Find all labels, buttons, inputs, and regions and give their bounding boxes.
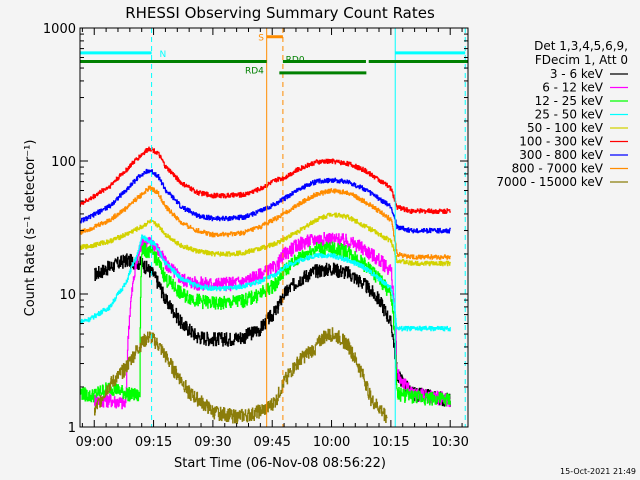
legend-header-line-2: FDecim 1, Att 0 — [535, 53, 628, 67]
y-tick-label: 1 — [68, 421, 76, 436]
plot-area: N S RD4 RD0 09:00 09:15 09:30 09:45 10:00 10:15 1… — [43, 22, 469, 450]
x-tick-label: 09:45 — [253, 435, 290, 450]
x-tick-label: 10:15 — [372, 435, 409, 450]
series-layer — [80, 146, 451, 424]
series-line — [80, 146, 451, 215]
legend-entry-label: 25 - 50 keV — [535, 108, 604, 122]
bar-annotation: RD0 — [286, 55, 305, 65]
series-line — [80, 234, 451, 332]
tick-layer: 09:00 09:15 09:30 09:45 10:00 10:15 10:30 1 10 10… — [43, 22, 469, 450]
series-line — [80, 168, 451, 234]
legend-entry-label: 800 - 7000 keV — [512, 162, 604, 176]
series-line — [94, 327, 388, 424]
legend-entry-label: 300 - 800 keV — [519, 148, 603, 162]
plot-frame — [79, 27, 469, 428]
legend: Det 1,3,4,5,6,9, FDecim 1, Att 0 3 - 6 k… — [496, 39, 628, 189]
bar-annotation: N — [159, 50, 166, 60]
series-line — [94, 253, 451, 407]
y-tick-label: 1000 — [43, 22, 76, 37]
y-axis-label: Count Rate (s⁻¹ detector⁻¹) — [23, 140, 38, 317]
x-tick-label: 10:00 — [313, 435, 350, 450]
y-tick-label: 10 — [59, 288, 76, 303]
x-tick-label: 09:15 — [135, 435, 172, 450]
event-layer — [151, 28, 466, 427]
series-line — [80, 241, 451, 407]
series-line — [80, 212, 451, 267]
legend-entry-label: 100 - 300 keV — [519, 135, 603, 149]
y-tick-label: 100 — [51, 155, 76, 170]
legend-entry-label: 7000 - 15000 keV — [496, 175, 603, 189]
x-tick-label: 10:30 — [431, 435, 468, 450]
chart-title: RHESSI Observing Summary Count Rates — [125, 4, 435, 22]
x-tick-label: 09:00 — [76, 435, 113, 450]
generation-timestamp: 15-Oct-2021 21:49 — [560, 467, 636, 476]
legend-entry-label: 50 - 100 keV — [527, 121, 604, 135]
series-line — [80, 185, 451, 260]
legend-entry-label: 12 - 25 keV — [535, 94, 604, 108]
x-tick-label: 09:30 — [194, 435, 231, 450]
bar-annotation: RD4 — [245, 66, 264, 76]
legend-entry-label: 3 - 6 keV — [550, 67, 604, 81]
legend-entry-label: 6 - 12 keV — [542, 81, 604, 95]
bar-annotation: S — [258, 34, 264, 44]
bar-layer: N S RD4 RD0 — [80, 34, 468, 76]
legend-header-line-1: Det 1,3,4,5,6,9, — [534, 39, 628, 53]
x-axis-label: Start Time (06-Nov-08 08:56:22) — [174, 456, 386, 471]
